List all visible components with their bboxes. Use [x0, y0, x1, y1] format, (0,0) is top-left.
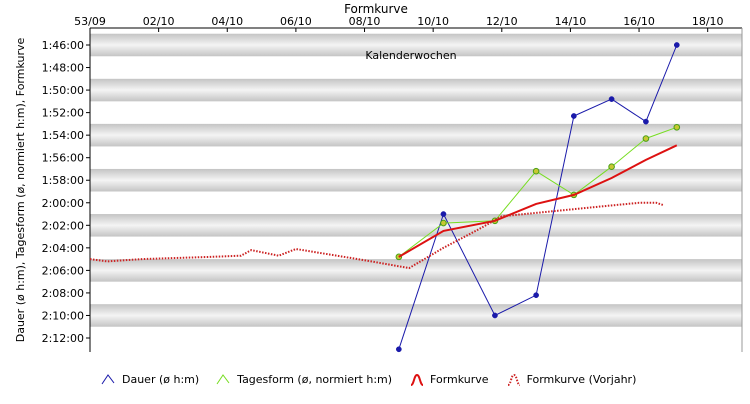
- x-tick-label: 18/10: [692, 15, 724, 28]
- chart-title: Formkurve: [344, 2, 408, 16]
- legend-label: Formkurve (Vorjahr): [526, 372, 637, 386]
- y-tick-label: 2:00:00: [42, 197, 84, 210]
- data-point: [673, 42, 680, 48]
- x-tick-label: 06/10: [280, 15, 312, 28]
- y-tick-label: 1:54:00: [42, 129, 84, 142]
- data-point: [571, 113, 577, 119]
- legend-item: Dauer (ø h:m): [100, 372, 199, 386]
- grid-band: [90, 214, 742, 237]
- y-tick-label: 2:02:00: [42, 219, 84, 232]
- series-line-2: [398, 144, 678, 258]
- data-point: [643, 118, 649, 125]
- data-point: [608, 96, 615, 102]
- y-tick-label: 1:56:00: [42, 152, 84, 165]
- x-tick-label: 08/10: [349, 15, 381, 28]
- legend-label: Tagesform (ø, normiert h:m): [237, 372, 393, 386]
- x-tick-label: 12/10: [486, 15, 518, 28]
- data-point: [532, 167, 540, 175]
- grid-band: [90, 168, 742, 192]
- grid-band: [90, 33, 742, 57]
- grid-band: [90, 123, 742, 147]
- legend-label: Dauer (ø h:m): [122, 372, 200, 386]
- data-point: [673, 123, 681, 131]
- data-point: [608, 163, 615, 171]
- y-tick-label: 2:12:00: [42, 332, 84, 345]
- x-tick-label: 14/10: [555, 15, 587, 28]
- legend: Dauer (ø h:m) Tagesform (ø, normiert h:m…: [100, 367, 652, 391]
- data-point: [642, 135, 650, 142]
- y-tick-label: 2:10:00: [42, 309, 84, 322]
- series-line-0: [398, 44, 678, 350]
- legend-swatch-formkurve-vorjahr: [507, 373, 520, 386]
- series-line-3: [89, 201, 664, 270]
- legend-swatch-tagesform: [216, 374, 230, 385]
- grid-band: [90, 259, 742, 282]
- x-tick-label: 10/10: [417, 15, 449, 28]
- chart-annotation: Kalenderwochen: [365, 49, 456, 62]
- y-tick-label: 2:06:00: [42, 264, 84, 277]
- legend-swatch-dauer: [101, 374, 115, 385]
- y-tick-label: 1:50:00: [42, 84, 84, 97]
- x-tick-label: 02/10: [143, 15, 175, 28]
- grid-band: [90, 304, 742, 327]
- legend-item: Formkurve (Vorjahr): [505, 372, 637, 386]
- data-point: [440, 211, 447, 217]
- data-point: [533, 292, 539, 299]
- y-tick-label: 1:52:00: [42, 107, 84, 120]
- y-tick-label: 1:58:00: [42, 174, 84, 187]
- data-point: [492, 312, 498, 319]
- x-tick-label: 16/10: [623, 15, 655, 28]
- grid-band: [90, 78, 742, 102]
- y-tick-label: 1:48:00: [42, 62, 84, 75]
- y-tick-label: 2:04:00: [42, 242, 84, 255]
- legend-swatch-formkurve: [410, 373, 424, 386]
- data-point: [395, 346, 402, 353]
- x-tick-label: 04/10: [211, 15, 243, 28]
- legend-item: Tagesform (ø, normiert h:m): [215, 372, 392, 386]
- legend-item: Formkurve: [408, 372, 489, 386]
- y-tick-label: 2:08:00: [42, 287, 84, 300]
- legend-label: Formkurve: [430, 372, 489, 386]
- y-axis-label: Dauer (ø h:m), Tagesform (ø, normiert h:…: [14, 38, 27, 343]
- x-tick-label: 53/09: [74, 15, 106, 28]
- y-tick-label: 1:46:00: [42, 39, 84, 52]
- series-line-1: [398, 126, 677, 258]
- data-point: [440, 219, 447, 227]
